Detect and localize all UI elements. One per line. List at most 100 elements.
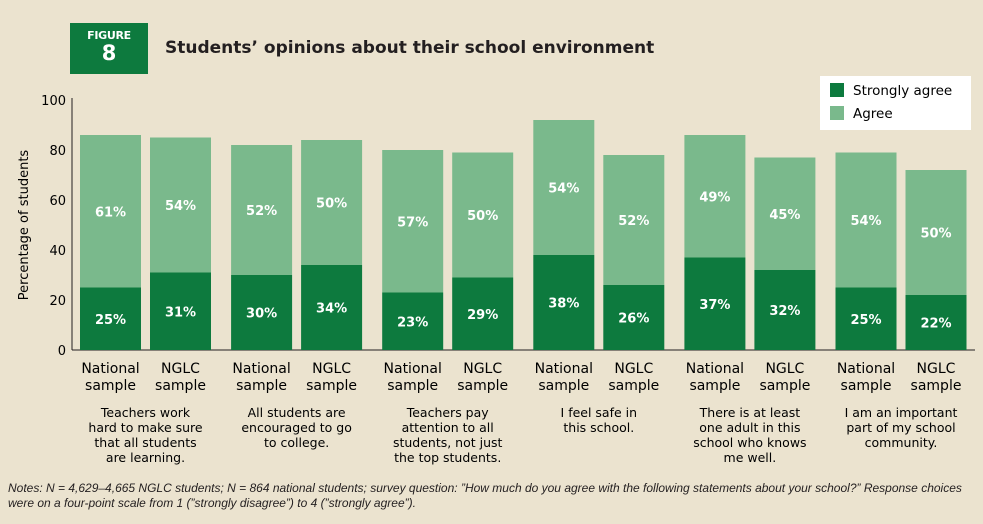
bar-category-label: sample [236, 378, 287, 394]
bar-agree [754, 157, 816, 270]
group-label: hard to make sure [88, 420, 203, 435]
bar-category-label: sample [759, 378, 810, 394]
group-label: community. [865, 435, 938, 450]
y-tick-label: 60 [49, 194, 66, 209]
data-label-strongly-agree: 38% [548, 297, 579, 312]
legend-box [820, 76, 971, 130]
bar-agree [684, 135, 746, 258]
bar-category-label: sample [306, 378, 357, 394]
bar-strongly-agree [301, 265, 363, 350]
data-label-agree: 54% [165, 199, 196, 214]
figure-badge: FIGURE 8 [70, 23, 148, 74]
group-label: students, not just [393, 435, 503, 450]
group-label: Teachers pay [406, 405, 490, 420]
bar-strongly-agree [80, 287, 141, 350]
bar-strongly-agree [754, 270, 816, 350]
y-tick-label: 20 [49, 294, 66, 309]
group-label: I am an important [845, 405, 958, 420]
data-label-strongly-agree: 22% [920, 317, 951, 332]
y-axis-label: Percentage of students [17, 150, 32, 301]
data-label-strongly-agree: 30% [246, 307, 277, 322]
data-label-strongly-agree: 25% [850, 313, 881, 328]
group-label: me well. [724, 450, 777, 465]
notes: Notes: N = 4,629–4,665 NGLC students; N … [8, 481, 962, 510]
data-label-strongly-agree: 29% [467, 308, 498, 323]
data-label-strongly-agree: 32% [769, 304, 800, 319]
group-label: to college. [264, 435, 329, 450]
bar-agree [80, 135, 141, 288]
bar-category-label: National [81, 361, 139, 377]
data-label-strongly-agree: 31% [165, 305, 196, 320]
data-label-agree: 57% [397, 215, 428, 230]
bar-category-label: National [686, 361, 744, 377]
data-label-agree: 50% [316, 197, 347, 212]
group-label: attention to all [402, 420, 494, 435]
legend-swatch-strongly-agree [830, 83, 844, 97]
data-label-agree: 50% [467, 209, 498, 224]
bar-strongly-agree [684, 257, 746, 350]
bar-agree [231, 145, 293, 275]
bar-category-label: sample [85, 378, 136, 394]
bar-category-label: National [535, 361, 593, 377]
bar-category-label: NGLC [312, 361, 351, 377]
data-label-strongly-agree: 34% [316, 302, 347, 317]
bar-category-label: National [837, 361, 895, 377]
data-label-agree: 52% [246, 204, 277, 219]
group-label: that all students [94, 435, 196, 450]
bar-strongly-agree [382, 292, 444, 350]
bar-agree [835, 152, 897, 288]
bar-agree [301, 140, 363, 265]
bar-agree [382, 150, 444, 293]
bar-strongly-agree [835, 287, 897, 350]
bar-category-label: NGLC [917, 361, 956, 377]
bar-category-label: sample [841, 378, 892, 394]
bar-agree [905, 170, 967, 295]
data-label-strongly-agree: 26% [618, 312, 649, 327]
bar-strongly-agree [603, 285, 665, 350]
bar-strongly-agree [150, 272, 211, 350]
data-label-agree: 54% [548, 182, 579, 197]
bar-category-label: NGLC [463, 361, 502, 377]
bar-strongly-agree [905, 295, 967, 350]
y-tick-label: 0 [58, 344, 66, 359]
group-label: encouraged to go [241, 420, 352, 435]
figure-number: 8 [101, 41, 117, 65]
group-label: I feel safe in [561, 405, 638, 420]
group-label: one adult in this [699, 420, 800, 435]
bar-agree [452, 152, 514, 278]
group-label: part of my school [846, 420, 955, 435]
bar-agree [533, 120, 595, 255]
legend-label: Agree [853, 106, 893, 122]
bar-category-label: National [232, 361, 290, 377]
data-label-agree: 61% [95, 205, 126, 220]
bar-category-label: sample [608, 378, 659, 394]
bar-agree [150, 137, 211, 273]
data-label-strongly-agree: 37% [699, 298, 730, 313]
data-label-agree: 45% [769, 208, 800, 223]
group-label: Teachers work [100, 405, 191, 420]
data-label-strongly-agree: 23% [397, 315, 428, 330]
bar-category-label: National [384, 361, 442, 377]
y-tick-label: 40 [49, 244, 66, 259]
legend-swatch-agree [830, 106, 844, 120]
data-label-agree: 49% [699, 190, 730, 205]
data-label-agree: 50% [920, 227, 951, 242]
group-label: There is at least [699, 405, 801, 420]
group-label: the top students. [394, 450, 501, 465]
group-label: are learning. [106, 450, 185, 465]
bar-category-label: sample [538, 378, 589, 394]
bar-category-label: NGLC [614, 361, 653, 377]
bar-agree [603, 155, 665, 285]
data-label-strongly-agree: 25% [95, 313, 126, 328]
bar-strongly-agree [452, 277, 514, 350]
data-label-agree: 54% [850, 214, 881, 229]
bar-category-label: NGLC [765, 361, 804, 377]
bar-category-label: sample [911, 378, 962, 394]
bar-category-label: sample [155, 378, 206, 394]
bar-category-label: sample [457, 378, 508, 394]
group-label: this school. [563, 420, 634, 435]
bar-strongly-agree [231, 275, 293, 350]
stacked-bar-chart: 0 20 40 60 80 100 Percentage of students 25% 61%… [17, 76, 975, 465]
group-label: school who knows [693, 435, 806, 450]
bar-strongly-agree [533, 255, 595, 350]
